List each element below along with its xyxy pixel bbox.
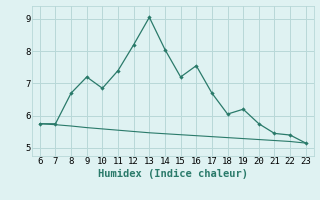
X-axis label: Humidex (Indice chaleur): Humidex (Indice chaleur) bbox=[98, 169, 248, 179]
